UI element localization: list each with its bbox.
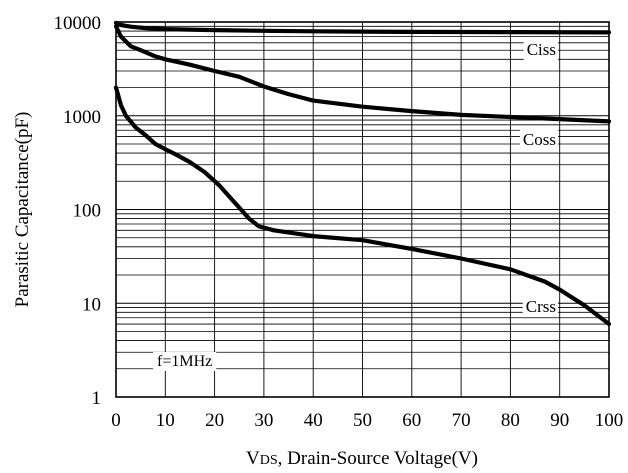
x-tick-label: 100	[595, 410, 624, 431]
y-axis-label: Parasitic Capacitance(pF)	[12, 112, 33, 308]
y-tick-label: 1	[92, 388, 102, 409]
x-tick-label: 50	[353, 410, 372, 431]
series-line-coss	[113, 24, 612, 124]
series-label-crss: Crss	[526, 297, 556, 316]
series-label-coss: Coss	[523, 130, 556, 149]
x-axis-label-main: V	[246, 448, 260, 469]
x-tick-label: 30	[254, 410, 273, 431]
y-tick-label: 10000	[54, 13, 102, 34]
x-tick-label: 70	[452, 410, 471, 431]
x-tick-label: 20	[205, 410, 224, 431]
y-tick-label: 100	[73, 201, 102, 222]
x-axis-label-rest: , Drain-Source Voltage(V)	[278, 448, 478, 469]
series-label-background	[523, 39, 558, 60]
x-tick-label: 60	[402, 410, 421, 431]
curves	[113, 20, 612, 327]
series-labels: Ciss Coss Crss	[519, 39, 558, 317]
x-tick-label: 10	[156, 410, 175, 431]
series-label-background	[519, 129, 558, 150]
annotation-group: f=1MHz	[153, 352, 217, 371]
y-tick-label: 10	[82, 294, 101, 315]
x-tick-label: 80	[501, 410, 520, 431]
x-axis-label-subscript: DS	[260, 453, 278, 468]
series-line-crss	[113, 85, 612, 327]
y-tick-label: 1000	[63, 107, 101, 128]
frequency-annotation: f=1MHz	[157, 353, 212, 370]
plot-frame	[115, 21, 610, 398]
series-label-ciss: Ciss	[527, 40, 556, 59]
x-tick-label: 40	[304, 410, 323, 431]
series-label-background	[522, 296, 558, 317]
x-tick-label: 90	[550, 410, 569, 431]
x-tick-label: 0	[111, 410, 121, 431]
x-axis-label: VDS, Drain-Source Voltage(V)	[246, 448, 478, 469]
series-line-ciss	[113, 20, 612, 35]
grid	[116, 22, 609, 397]
annotation-background	[153, 352, 217, 371]
